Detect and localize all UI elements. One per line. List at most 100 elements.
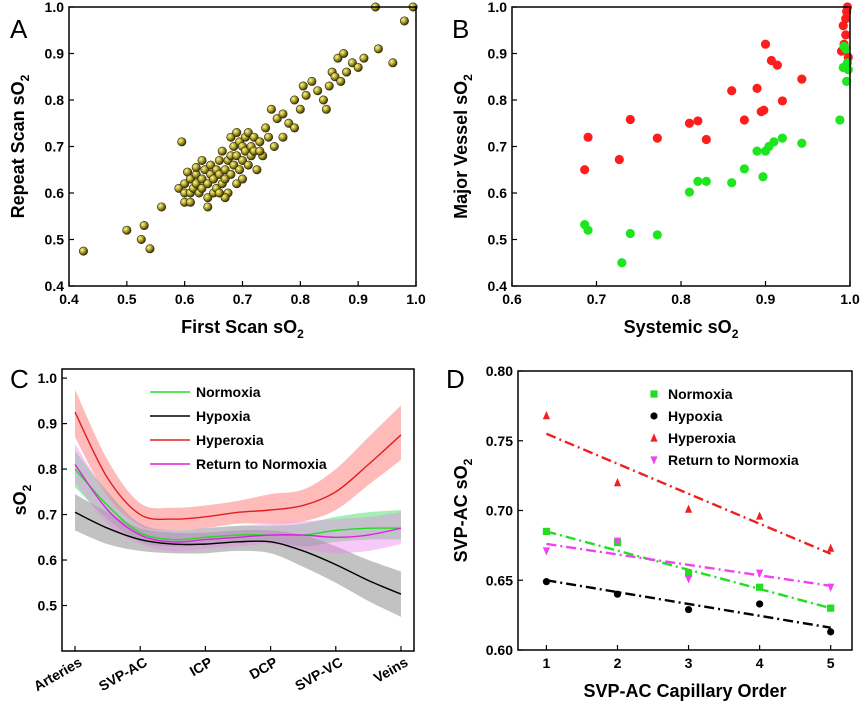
data-point-triangle-down [827,583,835,592]
y-axis-title: Repeat Scan sO2 [8,74,32,218]
x-axis-title-text: First Scan sO [181,317,297,337]
data-point-sphere [243,160,253,170]
data-point-circle [756,600,764,608]
data-point [759,105,769,115]
data-point [580,165,590,175]
panel-letter: D [446,364,465,394]
x-tick-label: 0.6 [502,291,522,307]
x-axis-title-subscript: 2 [732,327,739,341]
data-point-sphere [214,188,224,198]
legend-label: Hyperoxia [668,430,736,446]
data-point-sphere [235,165,245,175]
data-point [760,39,771,49]
y-tick-label: 0.75 [486,433,513,449]
y-axis-title-subscript: 2 [461,458,475,465]
data-point-sphere [313,86,323,96]
data-point-triangle-down [684,575,693,584]
data-point-triangle-down [756,569,764,578]
y-axis-title-text: SVP-AC sO [451,465,471,562]
data-point-circle [613,590,622,598]
data-point-triangle-down [650,456,658,465]
data-point [841,30,851,40]
confidence-band [75,389,401,531]
panel-letter: A [10,14,28,44]
data-point-sphere [278,132,288,142]
data-point-sphere [145,244,155,254]
series-line [74,511,402,595]
data-point [835,115,845,125]
y-tick-label: 0.6 [45,185,65,201]
panel-a-scatter: 0.4 0.5 0.6 0.7 0.8 0.9 1.0 0.4 0.5 0.6 0.7 0.8 0.9 1… [8,0,426,341]
x-axis-title: SVP-AC Capillary Order [583,681,786,701]
data-point [772,60,782,70]
data-point-sphere [298,81,308,91]
data-point-sphere [290,95,300,105]
x-tick-label: 1.0 [406,291,426,307]
x-category-label: Veins [371,654,411,686]
panel-d-scatter: 0.60 0.65 0.70 0.75 0.80 1 2 3 4 5 D SVP-AC Capilla… [446,363,853,701]
y-tick-label: 0.5 [38,598,58,614]
y-tick-label: 0.9 [488,46,508,62]
plot-frame [61,368,415,652]
y-axis-title-subscript: 2 [20,484,34,491]
y-tick-label: 0.7 [45,139,65,155]
x-axis-title-subscript: 2 [297,327,304,341]
data-point-triangle-up [542,411,551,420]
legend-label: Return to Normoxia [196,456,327,472]
y-tick-label: 0.60 [486,642,513,658]
y-tick-label: 0.6 [488,185,508,201]
data-point [684,118,695,128]
y-axis-title-subscript: 2 [461,74,475,81]
data-point-sphere [226,169,236,179]
y-axis-title: sO2 [10,484,34,515]
data-point [777,133,788,143]
data-point [739,164,749,174]
data-point-circle [542,578,551,586]
data-point-triangle-up [650,433,658,442]
y-axis-title-subscript: 2 [18,74,32,81]
y-tick-label: 0.6 [38,552,58,568]
data-point-sphere [269,142,279,152]
data-point-sphere [177,137,187,147]
panel-c-line-chart: 0.5 0.6 0.7 0.8 0.9 1.0 Arteries SVP-AC ICP DCP SV… [10,364,415,694]
data-point [701,176,711,186]
data-point-sphere [278,109,288,119]
data-point-sphere [359,53,369,63]
data-point-circle [684,605,693,614]
data-point [839,41,849,52]
legend-label: Return to Normoxia [668,452,799,468]
x-tick-label: 0.8 [291,291,311,307]
y-tick-label: 0.80 [486,363,513,379]
data-point [758,172,768,182]
data-point [727,178,737,188]
series-line [74,464,402,543]
data-point-sphere [217,146,227,156]
data-point [625,228,635,239]
x-category-label: SVP-VC [292,654,345,694]
data-point [614,154,624,165]
data-point-sphere [157,202,167,212]
x-tick-label: 0.7 [233,291,253,307]
data-point-sphere [197,155,207,165]
y-axis-title-text: Major Vessel sO [451,81,471,219]
x-category-label: Arteries [31,654,85,694]
data-point-sphere [301,90,311,100]
data-point-sphere [261,123,271,133]
data-point [693,176,703,186]
data-point-sphere [252,165,262,175]
y-tick-label: 1.0 [488,0,508,15]
x-tick-label: 4 [756,655,764,671]
x-tick-label: 0.8 [671,291,691,307]
x-axis-title-text: Systemic sO [624,317,732,337]
data-point-sphere [266,104,276,114]
data-point [777,96,788,106]
data-point [769,137,779,147]
data-point-square [542,527,551,536]
y-tick-label: 1.0 [38,370,58,386]
fit-line [546,579,831,629]
data-point-sphere [318,95,328,105]
y-tick-label: 0.5 [488,232,508,248]
y-tick-label: 0.70 [486,503,513,519]
data-point-sphere [399,16,409,26]
